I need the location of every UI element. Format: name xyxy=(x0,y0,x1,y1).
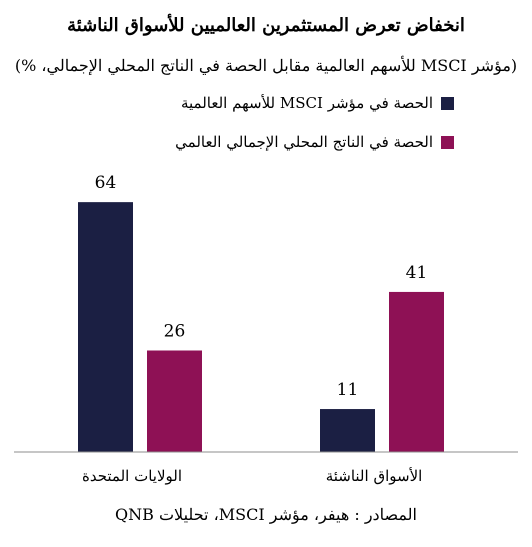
category-label-1: الأسواق الناشئة xyxy=(326,467,423,485)
data-label-0-0: 64 xyxy=(95,173,117,193)
chart-title: انخفاض تعرض المستثمرين العالميين للأسواق… xyxy=(67,15,465,36)
legend-item-gdp: الحصة في الناتج المحلي الإجمالي العالمي xyxy=(175,131,454,153)
source-note: المصادر : هيفر، مؤشر MSCI، تحليلات QNB xyxy=(115,505,417,524)
data-label-1-1: 41 xyxy=(406,263,428,283)
chart-legend: الحصة في مؤشر MSCI للأسهم العالمية الحصة… xyxy=(175,92,454,170)
legend-label-msci: الحصة في مؤشر MSCI للأسهم العالمية xyxy=(180,94,433,112)
chart-subtitle: (مؤشر MSCI للأسهم العالمية مقابل الحصة ف… xyxy=(14,56,518,75)
category-label-0: الولايات المتحدة xyxy=(82,467,182,485)
bar-1-0 xyxy=(320,409,375,452)
bar-1-1 xyxy=(389,291,444,452)
legend-label-gdp: الحصة في الناتج المحلي الإجمالي العالمي xyxy=(175,133,433,151)
bar-0-0 xyxy=(78,202,133,452)
legend-swatch-msci xyxy=(441,96,454,110)
data-label-1-0: 11 xyxy=(337,380,359,400)
bar-0-1 xyxy=(147,350,202,452)
legend-swatch-gdp xyxy=(441,135,454,149)
data-label-0-1: 26 xyxy=(164,321,186,341)
legend-item-msci: الحصة في مؤشر MSCI للأسهم العالمية xyxy=(175,92,454,114)
